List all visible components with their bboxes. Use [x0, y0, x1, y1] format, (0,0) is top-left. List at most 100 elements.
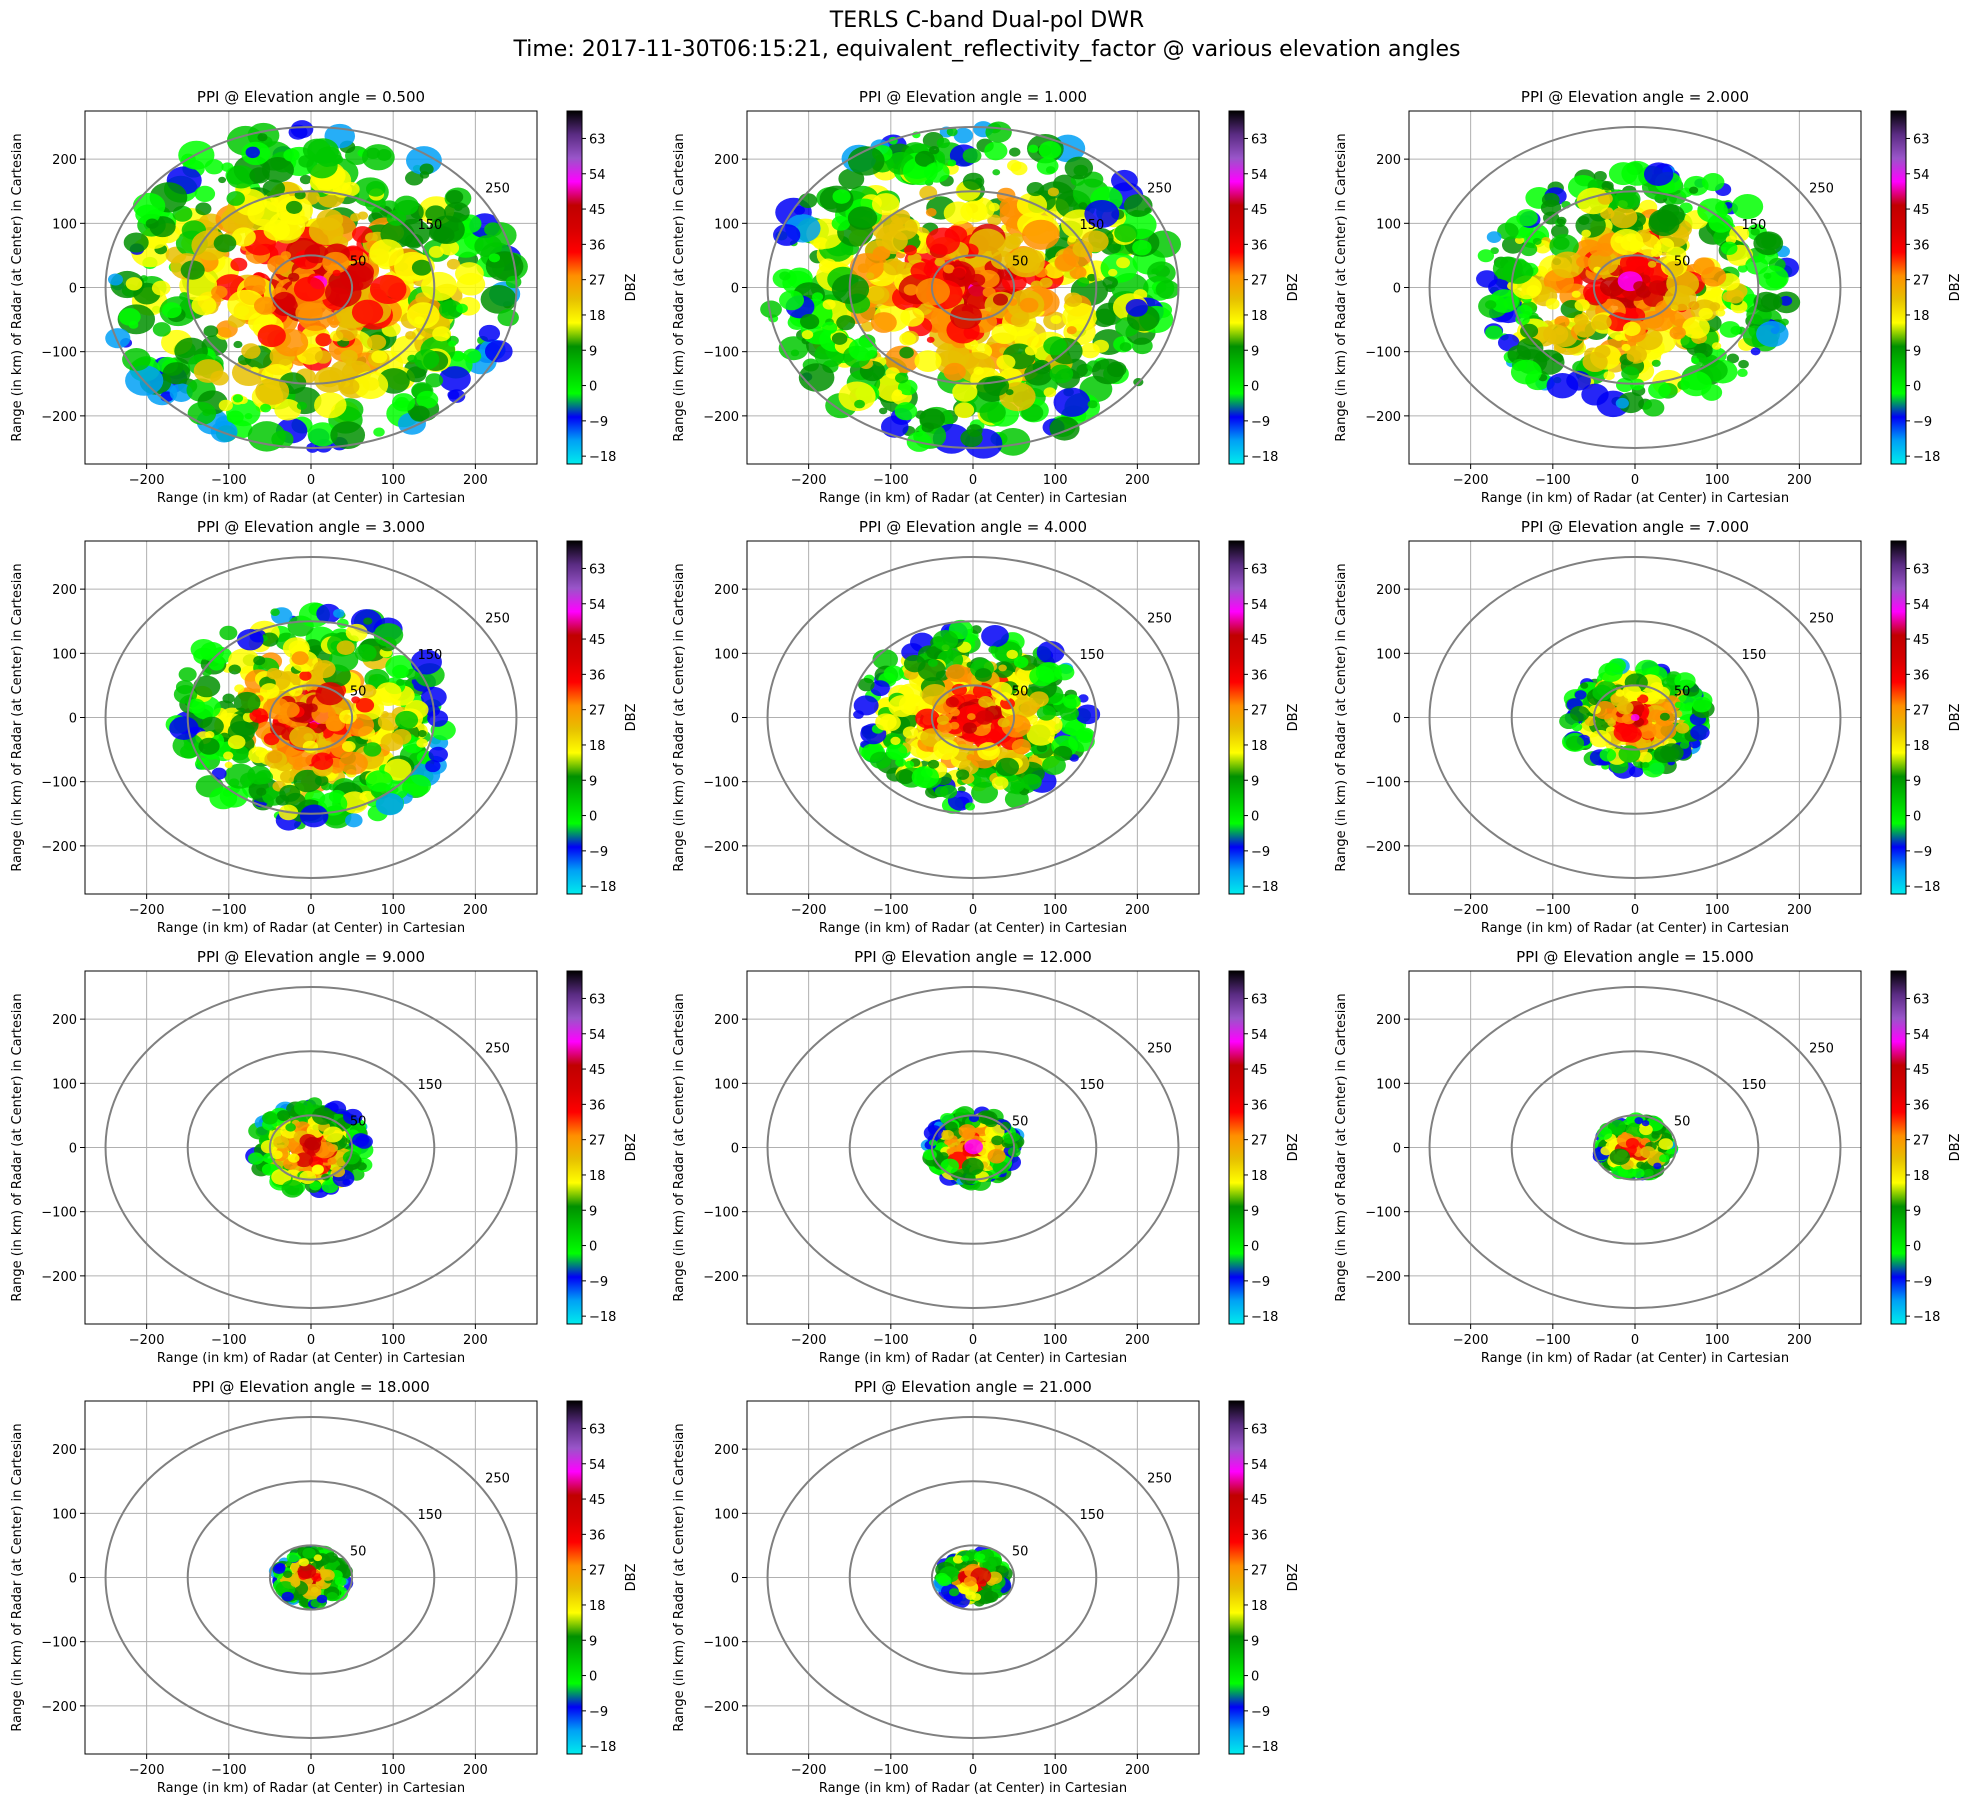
echo-cell — [899, 346, 914, 359]
echo-cell — [1641, 761, 1650, 768]
echo-cell — [272, 291, 296, 311]
x-tick-label: 200 — [463, 1763, 488, 1778]
x-tick-label: 100 — [381, 1333, 406, 1348]
echo-cell — [962, 722, 977, 734]
echo-cell — [965, 802, 976, 811]
echo-cell — [1053, 387, 1091, 417]
echo-cell — [267, 255, 292, 275]
grid-lines — [1409, 541, 1861, 894]
colorbar-tick-label: 63 — [589, 1422, 606, 1437]
echo-cell — [193, 359, 224, 383]
echo-cell — [883, 258, 905, 276]
echo-cell — [801, 330, 814, 340]
y-tick-label: −100 — [41, 1206, 77, 1221]
range-ring — [848, 190, 1098, 385]
echo-cell — [307, 422, 338, 447]
echo-cell — [1010, 312, 1030, 328]
x-tick-label: −200 — [129, 473, 165, 488]
colorbar-tick-label: 9 — [1913, 1204, 1921, 1219]
echo-cell — [1064, 720, 1085, 736]
colorbar-tick-label: 18 — [589, 1599, 606, 1614]
echo-cell — [1066, 326, 1077, 335]
echo-cell — [260, 403, 272, 413]
range-ring-label: 150 — [1079, 218, 1104, 233]
y-tick-label: 0 — [1393, 1142, 1401, 1157]
echo-cell — [992, 169, 1001, 176]
colorbar-label: DBZ — [1948, 1133, 1963, 1161]
x-tick-label: −100 — [211, 1763, 247, 1778]
y-tick-label: 100 — [52, 1507, 77, 1522]
echo-cell — [1151, 268, 1159, 275]
echo-cell — [210, 420, 238, 443]
echo-cell — [1486, 231, 1502, 243]
y-tick-label: −100 — [703, 776, 739, 791]
y-tick-label: −100 — [1365, 1206, 1401, 1221]
echo-cell — [936, 715, 950, 725]
echo-cell — [992, 1160, 1009, 1175]
colorbar-tick-label: 27 — [1251, 1134, 1268, 1149]
grid-lines — [1409, 971, 1861, 1324]
x-tick-label: 0 — [969, 903, 977, 918]
y-tick-label: −100 — [1365, 346, 1401, 361]
x-tick-label: 100 — [1043, 473, 1068, 488]
echo-cell — [1750, 347, 1761, 356]
colorbar-tick-label: −9 — [1251, 1275, 1270, 1290]
echo-cell — [1610, 206, 1638, 229]
colorbar-tick-label: −18 — [1251, 1310, 1278, 1325]
echo-cell — [899, 332, 917, 346]
panel-title: PPI @ Elevation angle = 7.000 — [1521, 518, 1749, 536]
echo-cell — [161, 302, 182, 319]
echo-cell — [1643, 1168, 1654, 1177]
echo-cell — [213, 234, 237, 253]
range-ring — [1592, 254, 1678, 321]
reflectivity-field — [853, 619, 1101, 814]
echo-cell — [1648, 280, 1667, 295]
echo-cell — [832, 189, 851, 204]
colorbar-tick-label: 18 — [1251, 739, 1268, 754]
echo-cell — [1640, 1146, 1656, 1159]
echo-cell — [1750, 228, 1760, 236]
echo-cell — [1669, 326, 1686, 340]
echo-cell — [232, 394, 244, 403]
echo-cell — [1028, 144, 1039, 153]
echo-cell — [1075, 704, 1101, 725]
y-tick-label: 0 — [1393, 282, 1401, 297]
echo-cell — [1549, 234, 1579, 258]
range-ring — [930, 254, 1016, 321]
colorbar-tick-label: 45 — [1251, 203, 1268, 218]
echo-cell — [1609, 1148, 1631, 1166]
colorbar-tick-label: 54 — [1251, 1028, 1268, 1043]
colorbar-tick-label: 36 — [589, 1528, 606, 1543]
echo-cell — [992, 293, 1009, 306]
echo-cell — [1581, 229, 1592, 238]
echo-cell — [365, 770, 393, 792]
echo-cell — [983, 1115, 999, 1128]
echo-cell — [956, 769, 970, 780]
colorbar-tick-label: 0 — [589, 810, 597, 825]
echo-cell — [984, 1123, 1005, 1140]
echo-cell — [958, 1124, 976, 1139]
reflectivity-field — [1592, 1112, 1679, 1181]
echo-cell — [355, 697, 375, 713]
range-ring-label: 150 — [417, 648, 442, 663]
echo-cell — [1745, 256, 1769, 275]
range-ring — [186, 620, 436, 815]
echo-cell — [230, 257, 248, 272]
echo-cell — [309, 1181, 322, 1191]
echo-cell — [180, 260, 205, 280]
echo-cell — [1059, 705, 1079, 721]
echo-cell — [227, 289, 266, 320]
echo-cell — [417, 730, 427, 738]
echo-cell — [779, 290, 805, 311]
colorbar-tick-label: −18 — [1913, 1310, 1940, 1325]
range-ring — [1592, 684, 1678, 751]
echo-cell — [285, 200, 303, 214]
echo-cell — [1621, 160, 1653, 186]
echo-cell — [236, 629, 264, 651]
echo-cell — [1114, 223, 1138, 243]
y-tick-label: −200 — [703, 1270, 739, 1285]
colorbar-tick-label: 27 — [589, 274, 606, 289]
echo-cell — [369, 239, 404, 267]
